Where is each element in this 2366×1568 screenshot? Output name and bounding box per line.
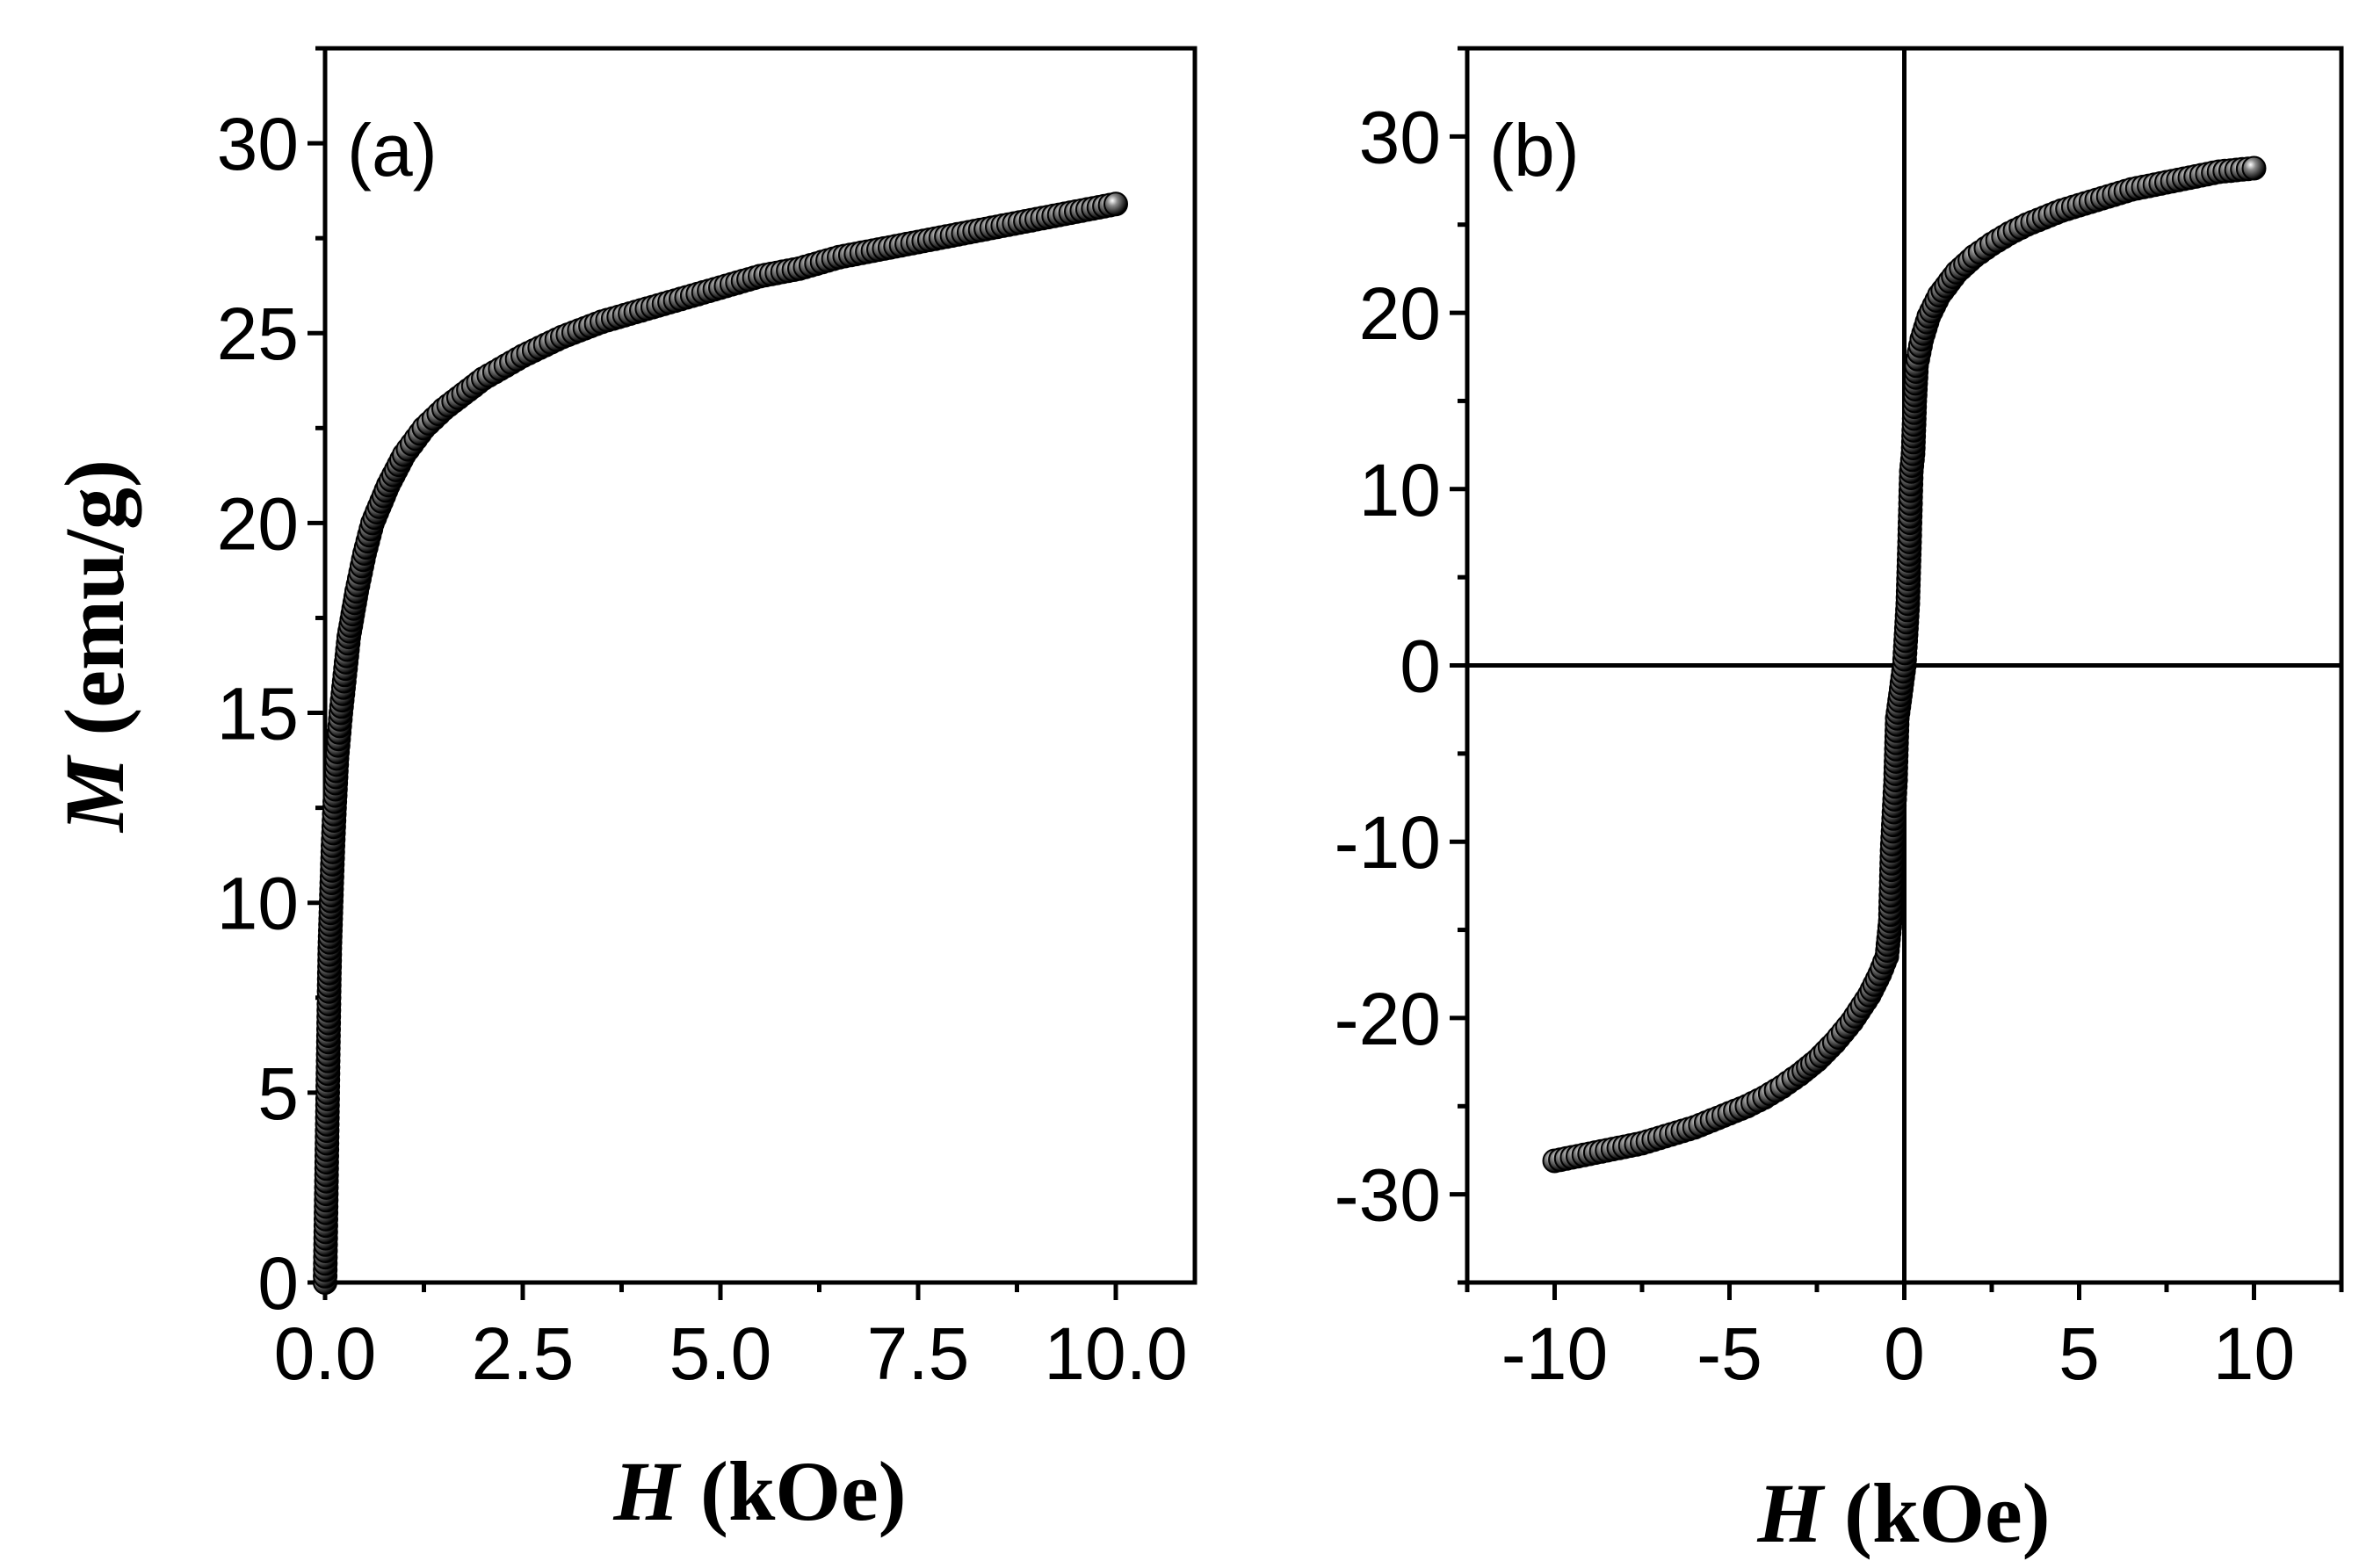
panel-a-x-tick-label: 2.5 (472, 1312, 575, 1395)
panel-b-y-tick-label: 10 (1359, 449, 1441, 531)
panel-a-x-tick-label: 10.0 (1044, 1312, 1188, 1395)
panel-a-x-tick-label: 7.5 (867, 1312, 970, 1395)
panel-b-ticks (1450, 46, 2344, 1300)
panel-b-x-tick-label: 10 (2213, 1312, 2295, 1395)
panel-a-chart: 0.0 2.5 5.0 7.5 10.0 0 5 10 15 20 25 30 (a) H (kOe)… (47, 46, 1197, 1538)
panel-a-y-tick-label: 30 (217, 103, 299, 185)
panel-a-x-axis-title: H (kOe) (612, 1444, 906, 1538)
panel-b-chart: -10 -5 0 5 10 -30 -20 -10 0 10 20 30 (b) H (kOe) (1335, 46, 2344, 1560)
panel-a-y-tick-label: 15 (217, 673, 299, 755)
panel-a-label: (a) (347, 109, 438, 191)
panel-b-x-tick-label: -5 (1697, 1312, 1762, 1395)
panel-b-x-tick-label: -10 (1501, 1312, 1608, 1395)
panel-a-frame (322, 46, 1197, 1285)
panel-b-y-tick-label: -10 (1335, 801, 1441, 884)
panel-a-data-point (1103, 191, 1128, 217)
panel-b-x-tick-label: 5 (2058, 1312, 2100, 1395)
panel-a-series-line (323, 202, 1117, 1283)
panel-b-y-tick-label: 0 (1400, 625, 1441, 708)
panel-a-y-tick-label: 5 (257, 1052, 299, 1135)
panel-b-data-point (2241, 155, 2267, 181)
panel-b-label: (b) (1489, 109, 1580, 191)
panel-b-y-tick-label: 20 (1359, 272, 1441, 355)
panel-a-y-tick-label: 0 (257, 1242, 299, 1325)
panel-a-y-tick-label: 20 (217, 482, 299, 565)
panel-b-x-axis-title: H (kOe) (1756, 1466, 2050, 1560)
panel-b-y-tick-label: -20 (1335, 978, 1441, 1060)
panel-b-series (1542, 155, 2267, 1174)
panel-a-y-tick-label: 10 (217, 863, 299, 945)
panel-b-y-tick-label: 30 (1359, 96, 1441, 178)
panel-a-y-tick-label: 25 (217, 293, 299, 375)
panel-a-y-axis-title: M (emu/g) (47, 459, 141, 834)
panel-b-y-tick-label: -30 (1335, 1154, 1441, 1237)
panel-a-x-tick-label: 5.0 (669, 1312, 772, 1395)
panel-a-series (313, 191, 1128, 1295)
panel-a-x-tick-label: 0.0 (274, 1312, 377, 1395)
panel-a-tick-labels: 0.0 2.5 5.0 7.5 10.0 0 5 10 15 20 25 30 (217, 103, 1188, 1395)
panel-b-tick-labels: -10 -5 0 5 10 -30 -20 -10 0 10 20 30 (1335, 96, 2296, 1395)
panel-b-x-tick-label: 0 (1884, 1312, 1925, 1395)
